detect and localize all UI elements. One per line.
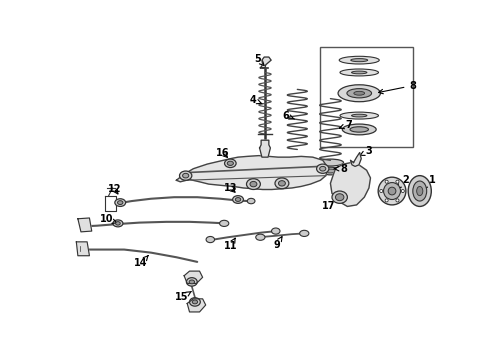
Ellipse shape [247,198,255,204]
Polygon shape [260,140,270,157]
Ellipse shape [396,180,399,183]
Ellipse shape [179,171,192,180]
Ellipse shape [332,191,347,203]
Ellipse shape [351,71,367,74]
Ellipse shape [233,195,244,203]
Ellipse shape [190,298,200,306]
Ellipse shape [187,278,197,286]
Ellipse shape [300,230,309,237]
Text: 13: 13 [223,183,237,193]
Ellipse shape [347,89,371,98]
Ellipse shape [340,112,378,119]
Ellipse shape [401,189,404,193]
Ellipse shape [354,91,365,95]
Polygon shape [260,57,271,68]
Text: 11: 11 [223,238,237,252]
Polygon shape [350,153,361,166]
Ellipse shape [388,187,396,195]
Ellipse shape [378,177,406,205]
Polygon shape [330,163,370,206]
Ellipse shape [246,179,260,189]
Ellipse shape [343,124,376,135]
Ellipse shape [385,180,388,183]
Text: 12: 12 [108,184,122,194]
Text: 1: 1 [423,175,436,188]
Ellipse shape [118,201,123,204]
Ellipse shape [321,167,340,175]
Ellipse shape [192,300,197,304]
Polygon shape [76,242,89,256]
Ellipse shape [271,228,280,234]
Ellipse shape [396,199,399,202]
Ellipse shape [116,222,120,225]
Ellipse shape [408,176,431,206]
Ellipse shape [319,166,326,171]
Text: 16: 16 [216,148,229,158]
Ellipse shape [336,194,344,201]
Text: 7: 7 [340,120,352,130]
Ellipse shape [384,183,400,199]
Ellipse shape [183,173,189,178]
Ellipse shape [278,181,285,186]
Ellipse shape [380,189,383,193]
Text: 8: 8 [379,81,416,94]
Polygon shape [176,156,328,189]
Ellipse shape [235,198,241,202]
Polygon shape [184,271,203,283]
Text: 4: 4 [250,95,262,105]
Ellipse shape [250,181,257,187]
Ellipse shape [318,159,343,166]
Ellipse shape [317,164,329,173]
Ellipse shape [189,280,195,284]
Ellipse shape [113,220,123,227]
Polygon shape [187,299,206,312]
Ellipse shape [227,161,233,166]
Ellipse shape [220,220,229,226]
Text: 5: 5 [254,54,264,66]
Bar [320,47,413,147]
Ellipse shape [385,199,388,202]
Text: 6: 6 [282,111,294,121]
Ellipse shape [413,181,427,201]
Text: 2: 2 [396,175,409,188]
Ellipse shape [351,114,367,117]
Text: 17: 17 [322,198,339,211]
Ellipse shape [351,59,368,62]
Ellipse shape [340,69,378,76]
Ellipse shape [339,56,379,64]
Ellipse shape [350,127,368,132]
Polygon shape [78,218,92,232]
Text: 8: 8 [334,164,347,174]
Text: 3: 3 [360,146,372,156]
Text: 15: 15 [175,291,192,302]
Ellipse shape [224,159,236,167]
Text: 14: 14 [134,256,148,269]
Ellipse shape [206,237,215,243]
Ellipse shape [325,169,336,173]
Ellipse shape [338,85,380,102]
Text: 9: 9 [273,237,282,250]
Ellipse shape [416,186,423,195]
Text: 10: 10 [99,214,117,224]
Ellipse shape [256,234,265,240]
Ellipse shape [115,199,125,206]
Ellipse shape [275,178,289,189]
